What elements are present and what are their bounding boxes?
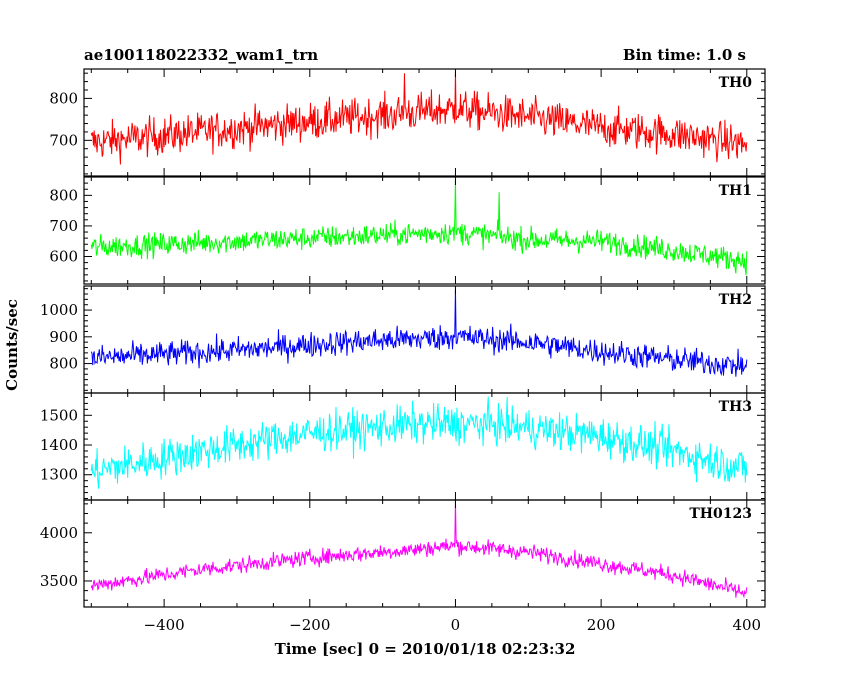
x-tick-label: −200 <box>289 616 330 634</box>
y-tick-label: 600 <box>49 247 78 265</box>
panel-th0: 700 800 TH0 <box>49 68 766 177</box>
y-tick-label: 1000 <box>40 301 78 319</box>
x-tick-label: 400 <box>732 616 761 634</box>
y-tick-label: 1400 <box>40 436 78 454</box>
series-th0123 <box>90 500 748 599</box>
y-tick-label: 700 <box>49 131 78 149</box>
panel-label: TH0123 <box>689 506 752 522</box>
y-tick-label: 1300 <box>40 466 78 484</box>
panel-th0123: 3500 4000 TH0123 <box>40 499 766 608</box>
y-tick-label: 800 <box>49 89 78 107</box>
panel-stack: 700 800 TH0 600 700 800 TH1 800 900 1000 TH2 1300 14… <box>40 68 766 634</box>
y-tick-label: 800 <box>49 355 78 373</box>
panel-label: TH3 <box>719 399 752 415</box>
series-th3 <box>90 396 748 489</box>
panel-label: TH0 <box>719 75 753 91</box>
panel-label: TH1 <box>719 183 752 199</box>
y-tick-label: 4000 <box>40 524 78 542</box>
panel-frame <box>83 499 766 608</box>
series-th1 <box>90 180 748 276</box>
series-th2 <box>90 288 748 377</box>
y-tick-label: 1500 <box>40 406 78 424</box>
panel-frame <box>83 176 766 285</box>
series-th0 <box>90 71 748 165</box>
x-axis-label: Time [sec] 0 = 2010/01/18 02:23:32 <box>275 640 576 658</box>
panel-th2: 800 900 1000 TH2 <box>40 285 766 394</box>
bin-time-label: Bin time: 1.0 s <box>623 46 746 64</box>
y-tick-label: 700 <box>49 217 78 235</box>
panel-label: TH2 <box>719 292 752 308</box>
y-axis-label: Counts/sec <box>3 299 21 391</box>
y-tick-label: 800 <box>49 186 78 204</box>
y-tick-label: 900 <box>49 328 78 346</box>
panel-frame <box>83 68 766 177</box>
y-tick-label: 3500 <box>40 572 78 590</box>
panel-th3: 1300 1400 1500 TH3 <box>40 392 766 501</box>
panel-th1: 600 700 800 TH1 <box>49 176 766 285</box>
x-tick-label: −400 <box>144 616 185 634</box>
panel-frame <box>83 285 766 394</box>
chart-title: ae100118022332_wam1_trn <box>84 46 318 64</box>
x-tick-label: 200 <box>587 616 616 634</box>
x-tick-label: 0 <box>451 616 461 634</box>
